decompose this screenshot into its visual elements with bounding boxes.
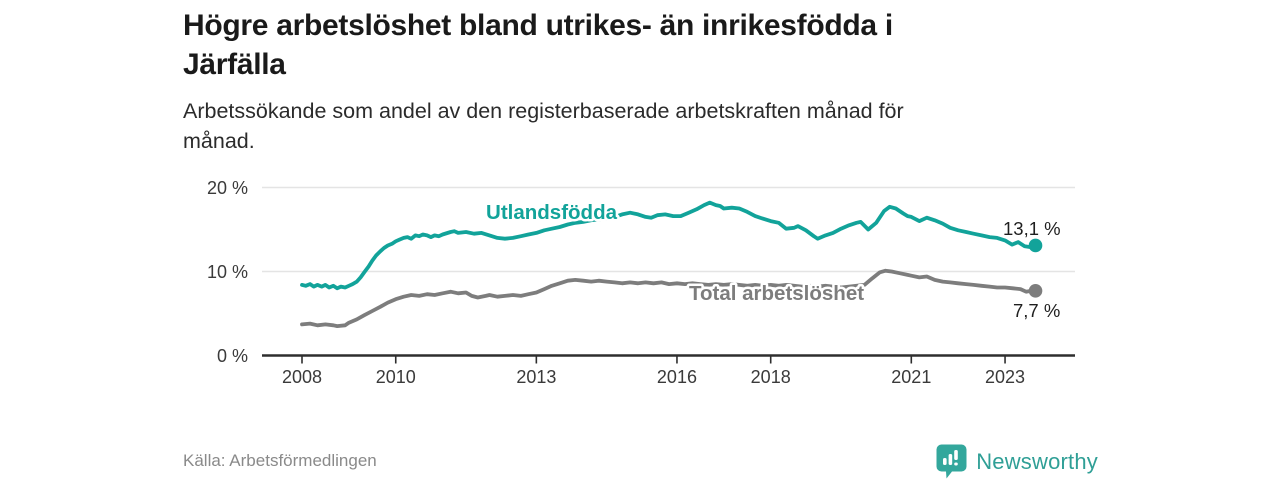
y-tick-label: 10 % xyxy=(207,262,248,282)
series-label-utlandsfodda: Utlandsfödda xyxy=(486,201,618,224)
chart-canvas: 0 % 10 % 20 % 2008 2010 2013 2016 2018 2021 2023 U… xyxy=(207,178,1075,387)
y-tick-label: 20 % xyxy=(207,178,248,198)
end-value-label-total: 7,7 % xyxy=(1013,300,1060,321)
page-title-line1: Högre arbetslöshet bland utrikes- än inr… xyxy=(183,9,893,42)
chart-line-total xyxy=(300,268,1038,329)
chart-subtitle-line1: Arbetssökande som andel av den registerb… xyxy=(183,99,904,123)
x-tick-label: 2021 xyxy=(891,367,931,387)
x-tick-label: 2023 xyxy=(985,367,1025,387)
chart-line-utlandsfodda xyxy=(300,200,1038,291)
brand-name: Newsworthy xyxy=(976,448,1098,474)
chart-subtitle-line2: månad. xyxy=(183,128,255,153)
newsworthy-speech-bubble-bars-icon xyxy=(936,444,967,479)
x-tick-label: 2018 xyxy=(751,367,791,387)
end-dot-total xyxy=(1028,284,1043,298)
page-title-line2: Järfälla xyxy=(183,48,286,81)
y-tick-label: 0 % xyxy=(217,346,248,366)
line-chart: 0 % 10 % 20 % 2008 2010 2013 2016 2018 2021 2023 U… xyxy=(185,175,1095,395)
end-dot-utlandsfodda xyxy=(1028,238,1043,253)
source-note: Källa: Arbetsförmedlingen xyxy=(183,451,377,470)
x-tick-label: 2016 xyxy=(657,367,697,387)
series-label-total: Total arbetslöshet xyxy=(689,282,864,305)
end-value-label-utlandsfodda: 13,1 % xyxy=(1003,218,1061,239)
x-tick-label: 2013 xyxy=(516,367,556,387)
x-tick-label: 2010 xyxy=(376,367,416,387)
newsworthy-logo: Newsworthy xyxy=(936,444,1098,479)
page-title: Högre arbetslöshet bland utrikes- än inr… xyxy=(183,6,1083,84)
chart-subtitle: Arbetssökande som andel av den registerb… xyxy=(183,97,1043,156)
x-tick-label: 2008 xyxy=(282,367,322,387)
